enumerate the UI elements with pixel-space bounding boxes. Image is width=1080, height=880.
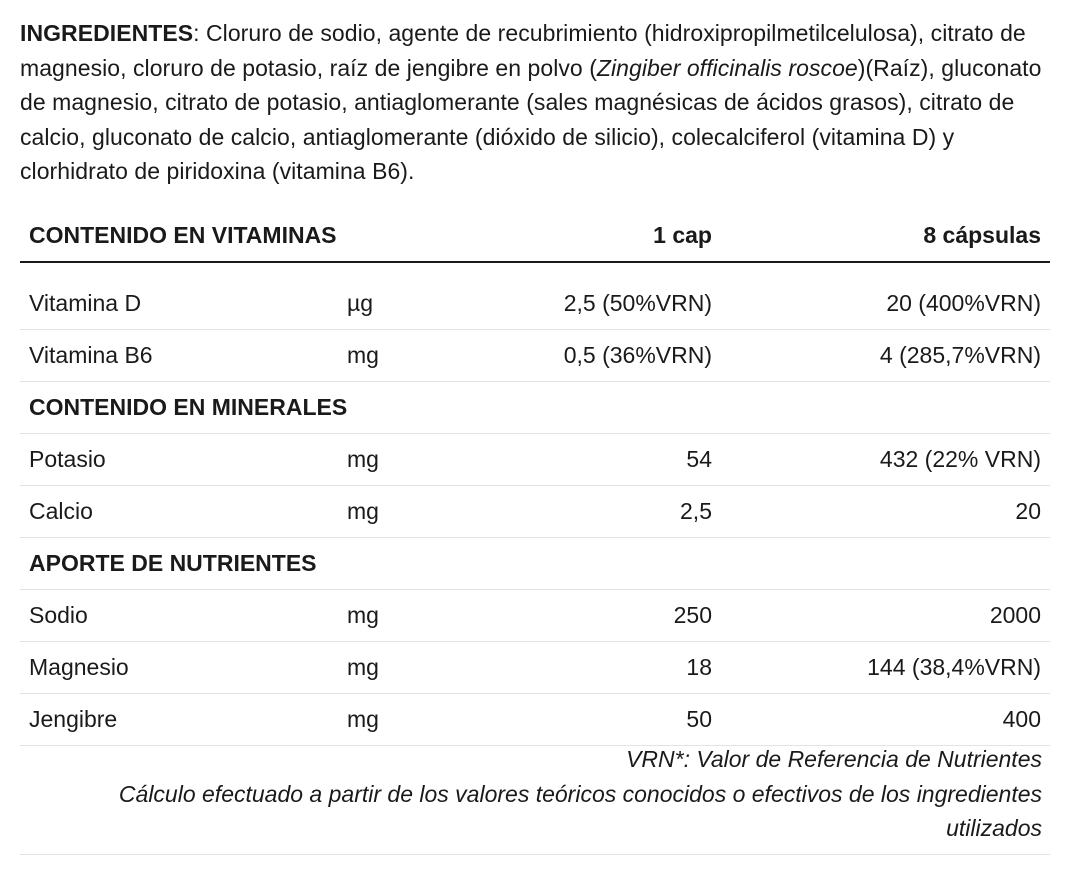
ingredients-label: INGREDIENTES bbox=[20, 20, 194, 46]
section-row-nutrients: APORTE DE NUTRIENTES bbox=[20, 538, 1050, 590]
nutrient-unit: mg bbox=[347, 654, 379, 680]
table-row: Sodio mg 250 2000 bbox=[20, 590, 1050, 642]
table-row: Magnesio mg 18 144 (38,4%VRN) bbox=[20, 642, 1050, 694]
value-one-cap: 250 bbox=[673, 602, 712, 628]
table-row: Vitamina B6 mg 0,5 (36%VRN) 4 (285,7%VRN… bbox=[20, 330, 1050, 382]
table-row: Potasio mg 54 432 (22% VRN) bbox=[20, 434, 1050, 486]
section-row-minerals: CONTENIDO EN MINERALES bbox=[20, 382, 1050, 434]
table-header-row: CONTENIDO EN VITAMINAS 1 cap 8 cápsulas bbox=[20, 210, 1050, 263]
nutrient-unit: mg bbox=[347, 446, 379, 472]
nutrient-unit: mg bbox=[347, 706, 379, 732]
value-eight-caps: 2000 bbox=[989, 602, 1041, 628]
nutrient-unit: mg bbox=[347, 342, 379, 368]
minerals-section-title: CONTENIDO EN MINERALES bbox=[29, 394, 348, 420]
table-row: Vitamina D µg 2,5 (50%VRN) 20 (400%VRN) bbox=[20, 278, 1050, 330]
nutrient-name: Magnesio bbox=[29, 654, 129, 680]
footnote-vrn-definition: VRN*: Valor de Referencia de Nutrientes bbox=[626, 746, 1042, 772]
value-one-cap: 0,5 (36%VRN) bbox=[563, 342, 712, 368]
ingredients-text-b: )(Raíz), gluconato de magnesio, citrato … bbox=[20, 54, 1042, 185]
ingredients-separator: : bbox=[193, 20, 207, 46]
nutrient-unit: mg bbox=[347, 498, 379, 524]
nutrient-unit: µg bbox=[347, 290, 374, 316]
vitamins-section-title: CONTENIDO EN VITAMINAS bbox=[29, 222, 337, 248]
value-one-cap: 54 bbox=[686, 446, 712, 472]
table-row: Calcio mg 2,5 20 bbox=[20, 486, 1050, 538]
column-header-eight-caps: 8 cápsulas bbox=[923, 222, 1041, 248]
value-eight-caps: 20 (400%VRN) bbox=[886, 290, 1041, 316]
ingredients-paragraph: INGREDIENTES: Cloruro de sodio, agente d… bbox=[20, 16, 1050, 189]
nutrient-name: Jengibre bbox=[29, 706, 118, 732]
value-eight-caps: 4 (285,7%VRN) bbox=[879, 342, 1041, 368]
nutrition-table: CONTENIDO EN VITAMINAS 1 cap 8 cápsulas … bbox=[20, 210, 1050, 746]
table-row: Jengibre mg 50 400 bbox=[20, 694, 1050, 746]
value-one-cap: 18 bbox=[686, 654, 712, 680]
nutrient-name: Sodio bbox=[29, 602, 88, 628]
nutrient-name: Vitamina B6 bbox=[29, 342, 153, 368]
nutrient-unit: mg bbox=[347, 602, 379, 628]
column-header-one-cap: 1 cap bbox=[653, 222, 712, 248]
nutrients-section-title: APORTE DE NUTRIENTES bbox=[29, 550, 317, 576]
value-eight-caps: 20 bbox=[1015, 498, 1041, 524]
value-eight-caps: 432 (22% VRN) bbox=[879, 446, 1041, 472]
nutrient-name: Vitamina D bbox=[29, 290, 142, 316]
bottom-divider bbox=[20, 854, 1050, 855]
nutrient-name: Potasio bbox=[29, 446, 106, 472]
value-eight-caps: 400 bbox=[1002, 706, 1041, 732]
value-one-cap: 2,5 bbox=[680, 498, 712, 524]
value-one-cap: 50 bbox=[686, 706, 712, 732]
value-one-cap: 2,5 (50%VRN) bbox=[563, 290, 712, 316]
footnote-calculation-note: Cálculo efectuado a partir de los valore… bbox=[118, 780, 1042, 842]
footnote: VRN*: Valor de Referencia de Nutrientes … bbox=[82, 742, 1042, 846]
nutrient-name: Calcio bbox=[29, 498, 93, 524]
ingredients-latin-name: Zingiber officinalis roscoe bbox=[596, 54, 858, 81]
ingredients-text-a: Cloruro de sodio, agente de recubrimient… bbox=[20, 20, 1026, 81]
value-eight-caps: 144 (38,4%VRN) bbox=[867, 654, 1041, 680]
